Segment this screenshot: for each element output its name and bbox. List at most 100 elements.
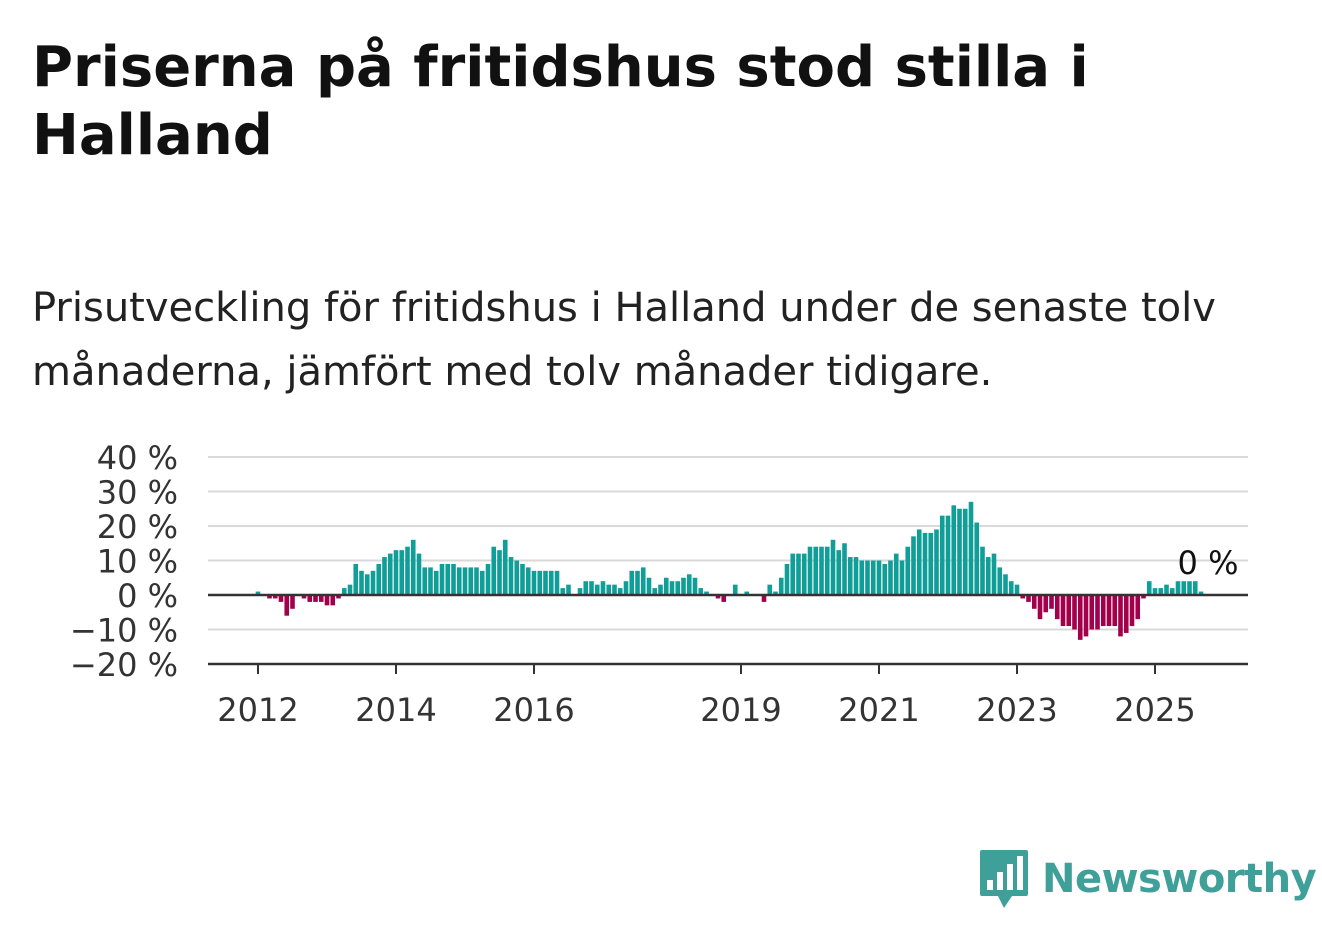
bar [939, 515, 945, 595]
bar [888, 560, 893, 595]
bar [364, 574, 370, 595]
bar [560, 588, 566, 595]
bar [899, 560, 905, 595]
bar [1037, 595, 1043, 620]
bar [577, 588, 583, 595]
axes [208, 593, 1248, 666]
bar [1077, 595, 1083, 640]
x-axis-tick-labels: 2012 2014 2016 2019 2021 2023 2025 [217, 664, 1196, 729]
bar [1181, 581, 1187, 595]
bar [313, 595, 318, 602]
bar [410, 539, 416, 595]
bar [778, 577, 784, 595]
bar [1175, 581, 1181, 595]
bar [1054, 595, 1060, 620]
bar [428, 567, 433, 595]
bar [422, 567, 428, 595]
bar [773, 591, 778, 595]
bar [830, 539, 836, 595]
bar [347, 584, 353, 595]
bar [801, 553, 807, 595]
bar [882, 563, 888, 595]
bar [531, 570, 537, 595]
y-tick-label: 40 % [97, 439, 178, 477]
bar [870, 560, 876, 595]
bar [468, 567, 474, 595]
bar [686, 574, 692, 595]
bar [278, 595, 284, 602]
bar [1118, 595, 1123, 637]
bar [1089, 595, 1095, 630]
bar [1014, 584, 1020, 595]
x-tick-label: 2016 [493, 691, 574, 729]
bar [1026, 595, 1031, 602]
bar [445, 563, 451, 595]
bar [1083, 595, 1089, 637]
bar [520, 563, 525, 595]
bar [980, 546, 985, 595]
bars [255, 501, 1204, 640]
bar [721, 595, 727, 602]
bar [974, 522, 980, 595]
bar [681, 577, 686, 595]
x-tick-label: 2025 [1114, 691, 1195, 729]
bar [255, 591, 261, 595]
annotations: 0 % [1178, 544, 1239, 582]
bar [474, 567, 479, 595]
bar [652, 588, 658, 595]
bar [853, 557, 859, 595]
bar [1106, 595, 1112, 627]
bar [893, 553, 899, 595]
bar [554, 570, 560, 595]
bar [715, 595, 721, 599]
bar [623, 581, 629, 595]
bar [583, 581, 589, 595]
brand-logo: Newsworthy [978, 848, 1317, 910]
y-axis-tick-labels: 40 %30 %20 %10 %0 %−10 %−20 % [70, 439, 178, 684]
bar [865, 560, 870, 595]
bar [387, 553, 393, 595]
bar [479, 570, 485, 595]
bar [548, 570, 554, 595]
bar [456, 567, 462, 595]
bar [376, 563, 382, 595]
bar [1043, 595, 1049, 613]
bar [813, 546, 819, 595]
bar [1031, 595, 1037, 609]
bar [307, 595, 313, 602]
bar [1164, 584, 1169, 595]
y-tick-label: 0 % [117, 577, 178, 615]
bar [847, 557, 853, 595]
bar [1198, 591, 1204, 595]
y-tick-label: 20 % [97, 508, 178, 546]
bar [543, 570, 548, 595]
bar [318, 595, 324, 602]
bar [1123, 595, 1129, 633]
bar [819, 546, 824, 595]
bar [491, 546, 497, 595]
bar [1049, 595, 1054, 609]
bar [905, 546, 911, 595]
bar [393, 550, 399, 595]
bar [589, 581, 594, 595]
bar [1129, 595, 1135, 627]
gridlines [208, 456, 1248, 631]
bar [968, 501, 974, 595]
y-tick-label: −10 % [70, 612, 178, 650]
bar [405, 546, 410, 595]
bar [675, 581, 681, 595]
bar [272, 595, 278, 599]
bar [997, 567, 1003, 595]
y-tick-label: 30 % [97, 474, 178, 512]
bar [784, 563, 790, 595]
bar [640, 567, 646, 595]
chart-subtitle: Prisutveckling för fritidshus i Halland … [32, 285, 1216, 395]
bar [284, 595, 290, 616]
bar [1100, 595, 1106, 627]
last-value-label: 0 % [1178, 544, 1239, 582]
bar [1112, 595, 1118, 627]
bar [698, 588, 704, 595]
bar [842, 543, 847, 595]
bar [508, 557, 514, 595]
bar [290, 595, 295, 609]
